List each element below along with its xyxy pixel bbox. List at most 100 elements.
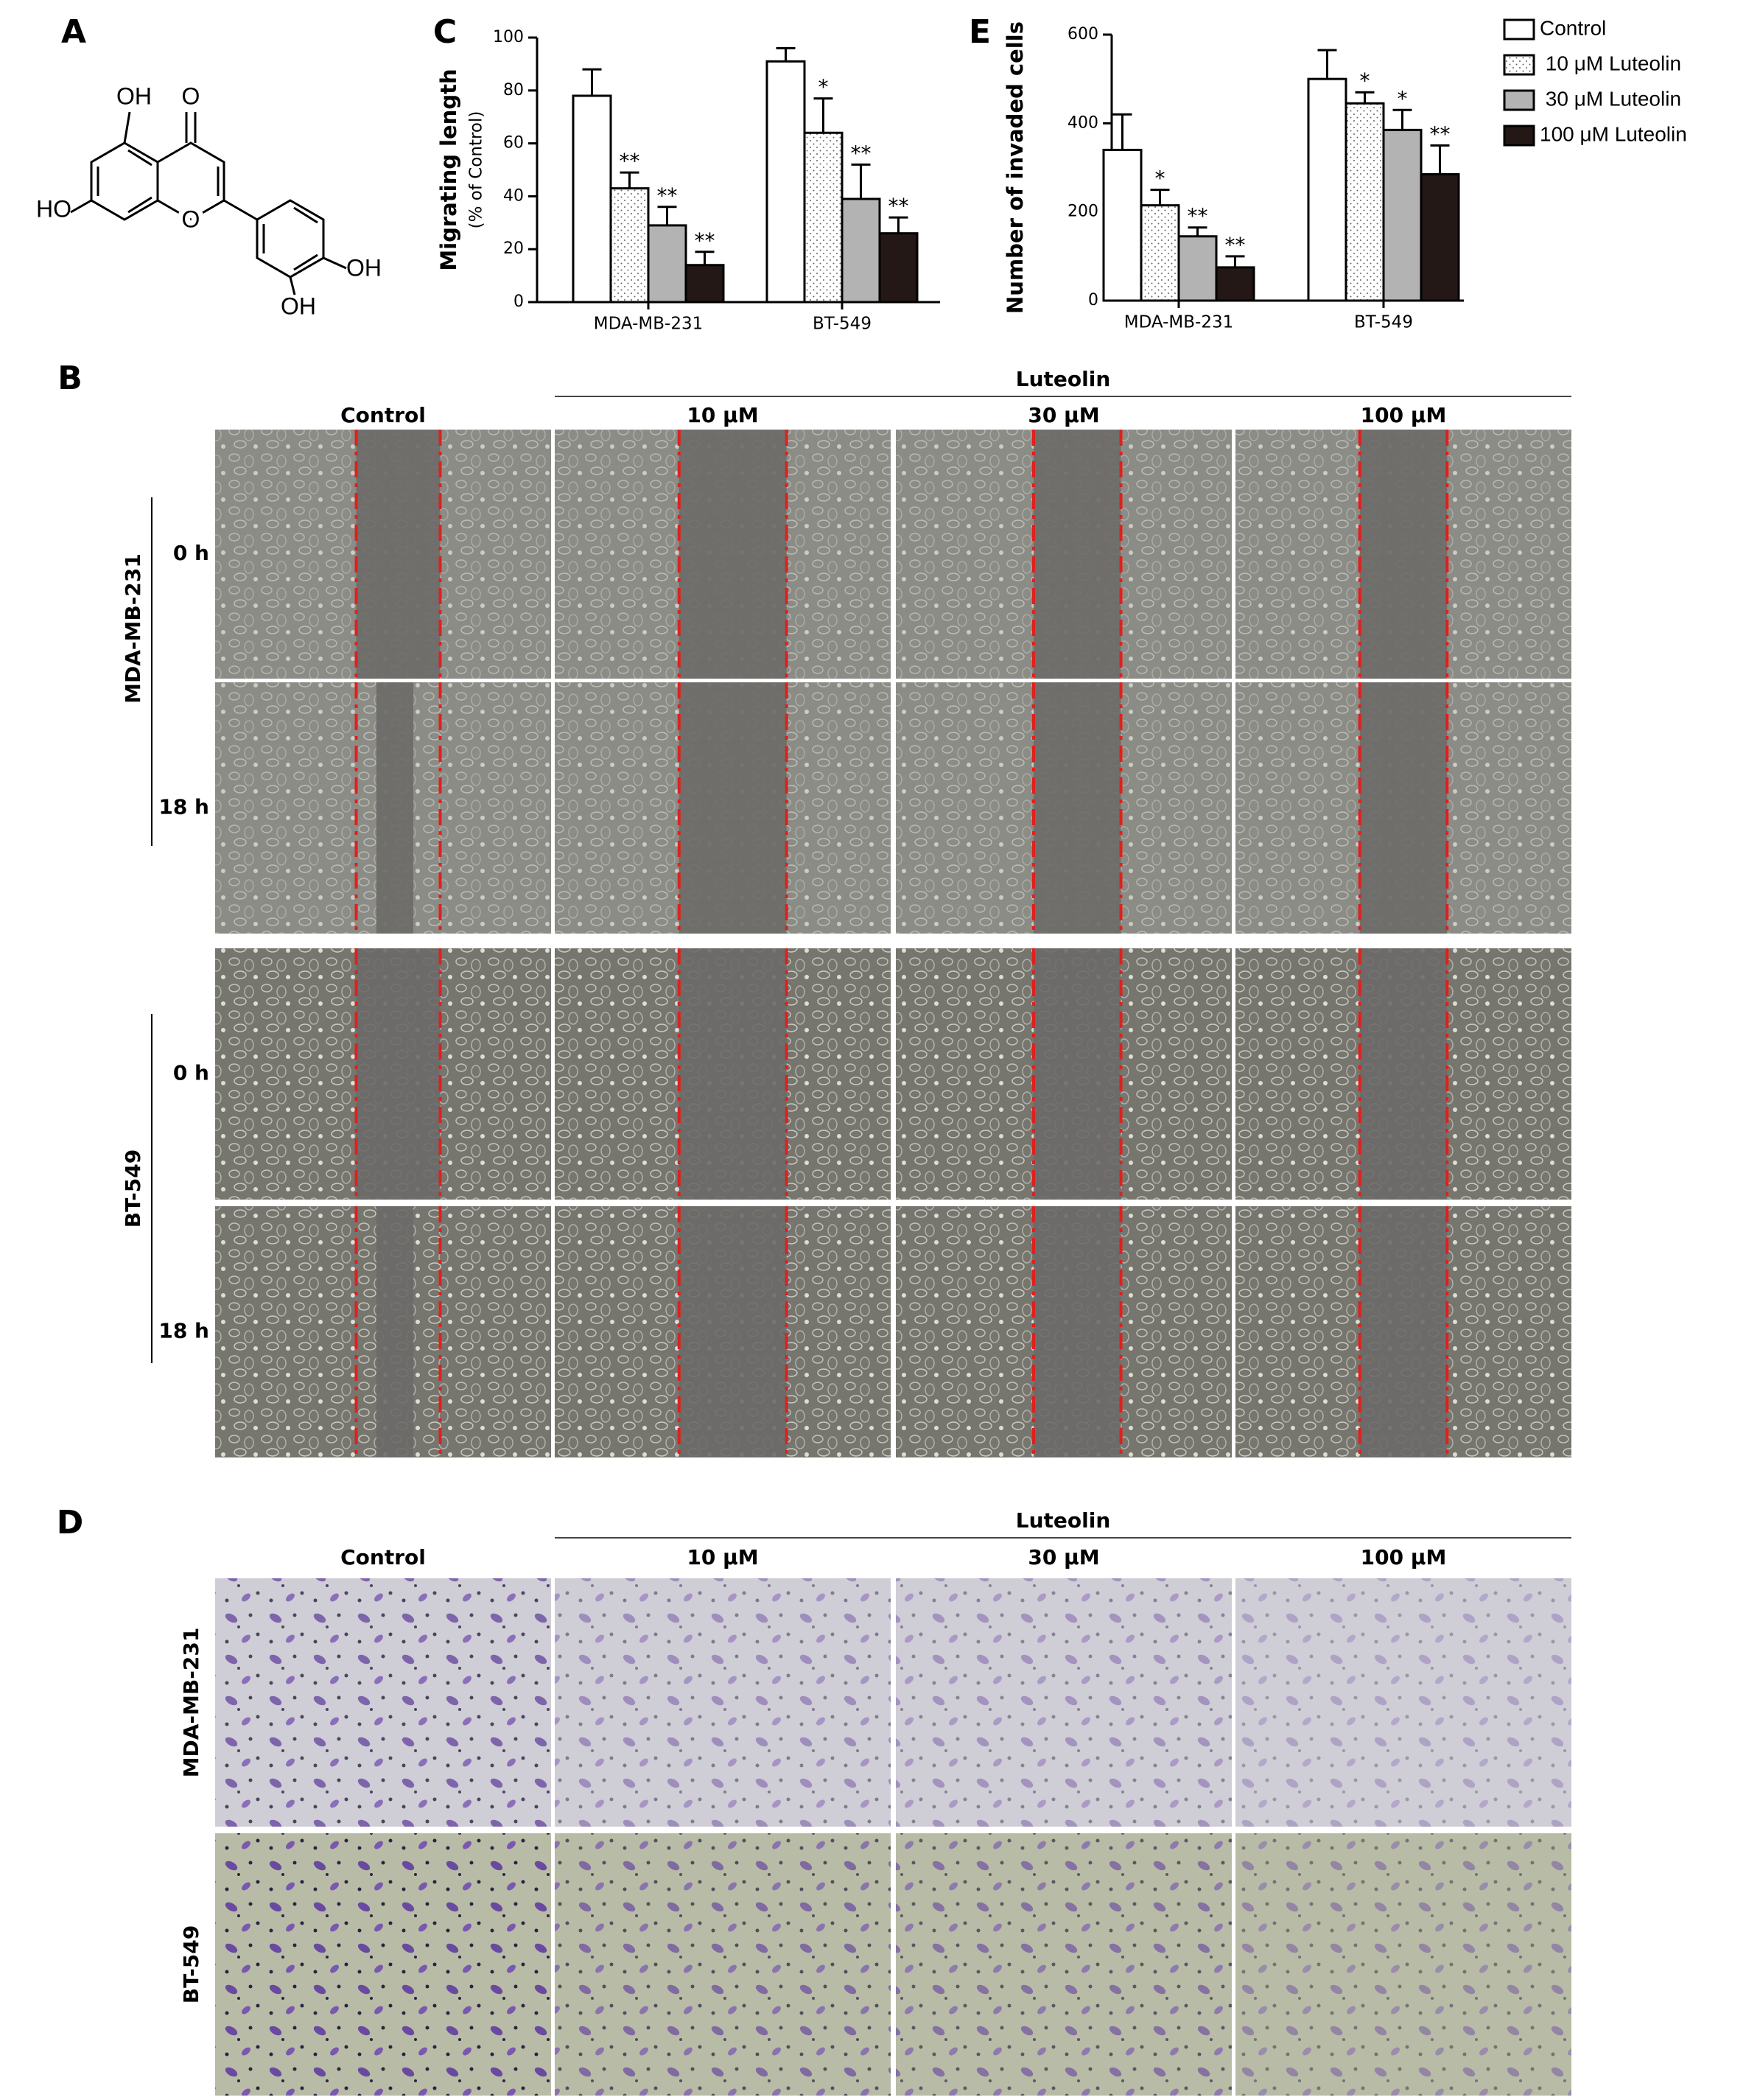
- bar: [1102, 148, 1143, 302]
- cell-line-label: MDA-MB-231: [121, 553, 145, 704]
- charts: Migrating length (% of Control) 0 20 40 60 80 1…: [436, 16, 1687, 333]
- y-axis-label: Number of invaded cells: [1003, 21, 1028, 314]
- column-label: 100 μM: [1361, 1545, 1447, 1569]
- time-label: 18 h: [158, 1319, 209, 1343]
- legend-label: 10 μM Luteolin: [1540, 52, 1681, 74]
- y-tick-label: 0: [1088, 291, 1098, 309]
- bar: [1344, 102, 1385, 302]
- significance-label: **: [888, 194, 909, 218]
- wound-gap: [376, 1206, 414, 1457]
- bar: [647, 224, 687, 304]
- panel-label: A: [61, 13, 86, 51]
- legend-swatch: [1503, 18, 1535, 41]
- significance-label: *: [1398, 86, 1408, 111]
- micrograph-stain: [555, 1833, 891, 2096]
- column-label: 100 μM: [1361, 403, 1447, 427]
- bar: [572, 94, 612, 304]
- wound-gap: [1359, 682, 1448, 934]
- significance-label: **: [620, 149, 640, 173]
- y-tick-label: 600: [1067, 25, 1098, 43]
- significance-label: **: [851, 141, 872, 165]
- legend-swatch: [1503, 54, 1535, 76]
- micrograph-stain: [1235, 1833, 1571, 2096]
- atom-label: OH: [116, 83, 152, 109]
- wound-gap: [1359, 1206, 1448, 1457]
- y-tick-label: 60: [503, 134, 524, 153]
- panel-label: D: [57, 1504, 84, 1541]
- wound-gap: [356, 430, 441, 679]
- x-tick-label: BT-549: [813, 315, 872, 334]
- column-label: 10 μM: [687, 1545, 758, 1569]
- wound-gap: [1033, 1206, 1121, 1457]
- atom-label: HO: [36, 195, 71, 222]
- bar: [1382, 128, 1423, 302]
- legend-swatch: [1503, 89, 1535, 111]
- significance-label: **: [1225, 233, 1246, 257]
- time-label: 0 h: [173, 541, 209, 565]
- wound-gap: [679, 682, 787, 934]
- bar: [1215, 266, 1255, 302]
- bar: [609, 187, 650, 304]
- cell-line-label: MDA-MB-231: [179, 1628, 203, 1778]
- wound-gap: [356, 948, 441, 1200]
- wound-gap: [1359, 430, 1448, 679]
- micrograph-stain: [896, 1578, 1232, 1827]
- panel-label: E: [969, 13, 991, 51]
- wound-gap: [1359, 948, 1448, 1200]
- y-axis-label: Migrating length: [436, 69, 461, 270]
- bar: [878, 232, 919, 304]
- cell-line-label: BT-549: [121, 1149, 145, 1228]
- wound-assay: Luteolin Control 10 μM 30 μM 100 μM 0 h 18 h 0 …: [121, 367, 1571, 1457]
- bar: [1177, 235, 1218, 302]
- micrograph-stain: [896, 1833, 1232, 2096]
- group-label: Luteolin: [1016, 367, 1111, 391]
- y-tick-label: 0: [513, 293, 524, 311]
- atom-label: OH: [281, 293, 316, 319]
- column-label: 10 μM: [687, 403, 758, 427]
- y-tick-label: 400: [1067, 113, 1098, 132]
- micrograph-stain: [215, 1578, 551, 1827]
- significance-label: *: [1155, 167, 1165, 191]
- column-label: 30 μM: [1028, 403, 1099, 427]
- invasion-assay: Luteolin Control 10 μM 30 μM 100 μM MDA-MB-23…: [179, 1508, 1571, 2096]
- column-label: 30 μM: [1028, 1545, 1099, 1569]
- wound-gap: [1033, 430, 1121, 679]
- y-tick-label: 80: [503, 81, 524, 99]
- bar: [765, 60, 806, 304]
- atom-label: O: [182, 206, 200, 232]
- atom-label: OH: [346, 254, 382, 281]
- significance-label: **: [1188, 204, 1208, 228]
- wound-gap: [1033, 682, 1121, 934]
- wound-gap: [1033, 948, 1121, 1200]
- significance-label: **: [695, 228, 715, 253]
- micrograph-stain: [555, 1578, 891, 1827]
- bar: [841, 197, 881, 304]
- group-label: Luteolin: [1016, 1508, 1111, 1533]
- significance-label: **: [1430, 122, 1451, 146]
- cell-line-label: BT-549: [179, 1925, 203, 2003]
- atom-label: O: [182, 83, 200, 109]
- panel-label: C: [433, 13, 457, 51]
- chemical-structure: [70, 111, 347, 295]
- y-axis-sublabel: (% of Control): [467, 111, 486, 229]
- wound-gap: [679, 1206, 787, 1457]
- y-tick-label: 40: [503, 186, 524, 205]
- significance-label: *: [818, 75, 829, 99]
- y-tick-label: 200: [1067, 203, 1098, 221]
- y-tick-label: 20: [503, 239, 524, 258]
- column-label: Control: [340, 403, 426, 427]
- bar: [1140, 204, 1180, 302]
- column-label: Control: [340, 1545, 426, 1569]
- panel-label: B: [57, 360, 83, 397]
- bar: [1420, 173, 1460, 302]
- significance-label: *: [1360, 69, 1370, 93]
- time-label: 0 h: [173, 1061, 209, 1085]
- significance-label: **: [657, 183, 678, 208]
- bar: [803, 131, 844, 304]
- micrograph-stain: [215, 1833, 551, 2096]
- x-tick-label: MDA-MB-231: [594, 315, 704, 334]
- micrograph-stain: [1235, 1578, 1571, 1827]
- x-tick-label: MDA-MB-231: [1124, 313, 1234, 332]
- wound-gap: [376, 682, 414, 934]
